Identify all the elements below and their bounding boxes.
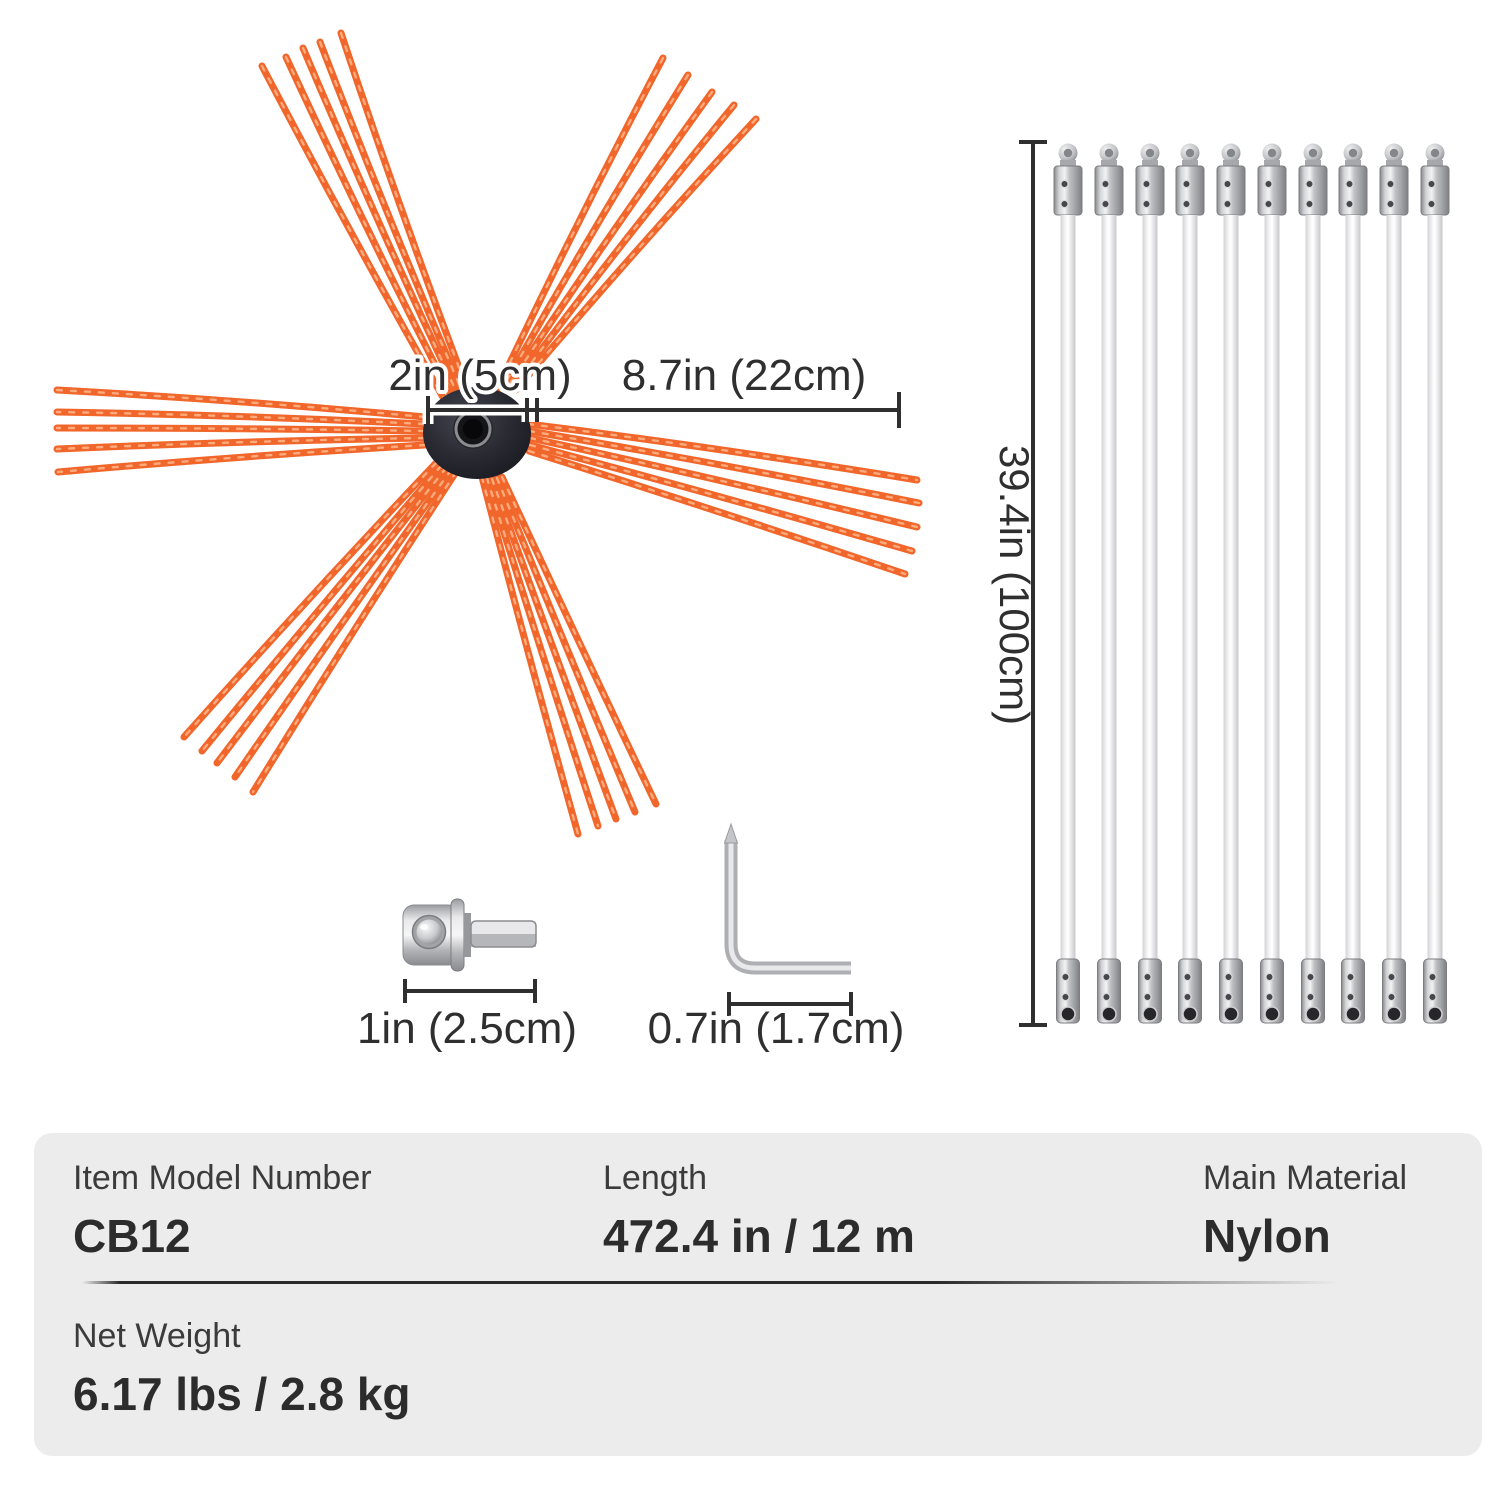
- rod-length-dimension-label: 39.4in (100cm): [991, 445, 1038, 725]
- spec-item-model-value: CB12: [73, 1210, 191, 1262]
- spec-length-label: Length: [603, 1159, 707, 1197]
- adapter-detent-ball: [416, 919, 442, 945]
- spec-panel: Item Model Number CB12 Length 472.4 in /…: [34, 1133, 1482, 1456]
- spec-weight-value: 6.17 lbs / 2.8 kg: [73, 1368, 411, 1420]
- brush-hub: [423, 387, 531, 479]
- rod-item: [1379, 142, 1409, 1024]
- spec-length: Length 472.4 in / 12 m: [603, 1158, 915, 1262]
- hub-width-dimension-label: 2in (5cm): [388, 351, 571, 400]
- spec-item-model-label: Item Model Number: [73, 1159, 372, 1197]
- brush-dimensions: 2in (5cm) 8.7in (22cm): [384, 347, 905, 428]
- hex-key-length-dimension: 0.7in (1.7cm): [644, 992, 908, 1057]
- product-illustration: 2in (5cm) 8.7in (22cm) 39.4in (100cm): [53, 29, 1450, 1057]
- spec-material: Main Material Nylon: [1203, 1158, 1407, 1262]
- brush-bristles: [53, 29, 923, 838]
- rod-item: [1175, 142, 1205, 1024]
- adapter-length-dimension-label: 1in (2.5cm): [357, 1004, 577, 1053]
- hex-key-tip: [723, 822, 739, 844]
- rod-item: [1298, 142, 1328, 1024]
- hex-key-length-dimension-label: 0.7in (1.7cm): [648, 1004, 905, 1053]
- rod-item: [1338, 142, 1368, 1024]
- drill-adapter-illustration: 1in (2.5cm): [353, 898, 581, 1057]
- spec-weight-label: Net Weight: [73, 1317, 241, 1355]
- spec-material-label: Main Material: [1203, 1159, 1408, 1197]
- adapter-length-dimension: 1in (2.5cm): [353, 979, 581, 1057]
- spec-item-model: Item Model Number CB12: [73, 1158, 372, 1262]
- rod-item: [1094, 142, 1124, 1024]
- spec-divider: [82, 1281, 1340, 1284]
- rod-item: [1216, 142, 1246, 1024]
- rod-item: [1257, 142, 1287, 1024]
- hex-key-illustration: 0.7in (1.7cm): [644, 822, 908, 1057]
- rod-length-dimension: 39.4in (100cm): [991, 140, 1047, 1027]
- rod-item: [1135, 142, 1165, 1024]
- spec-material-value: Nylon: [1203, 1210, 1331, 1262]
- rods-illustration: 39.4in (100cm): [991, 140, 1450, 1027]
- spec-weight: Net Weight 6.17 lbs / 2.8 kg: [73, 1316, 411, 1420]
- brush-illustration: 2in (5cm) 8.7in (22cm): [53, 29, 923, 838]
- rod-item: [1053, 142, 1083, 1024]
- rod-item: [1420, 142, 1450, 1024]
- spec-length-value: 472.4 in / 12 m: [603, 1210, 915, 1262]
- bristle-length-dimension-label: 8.7in (22cm): [622, 351, 867, 400]
